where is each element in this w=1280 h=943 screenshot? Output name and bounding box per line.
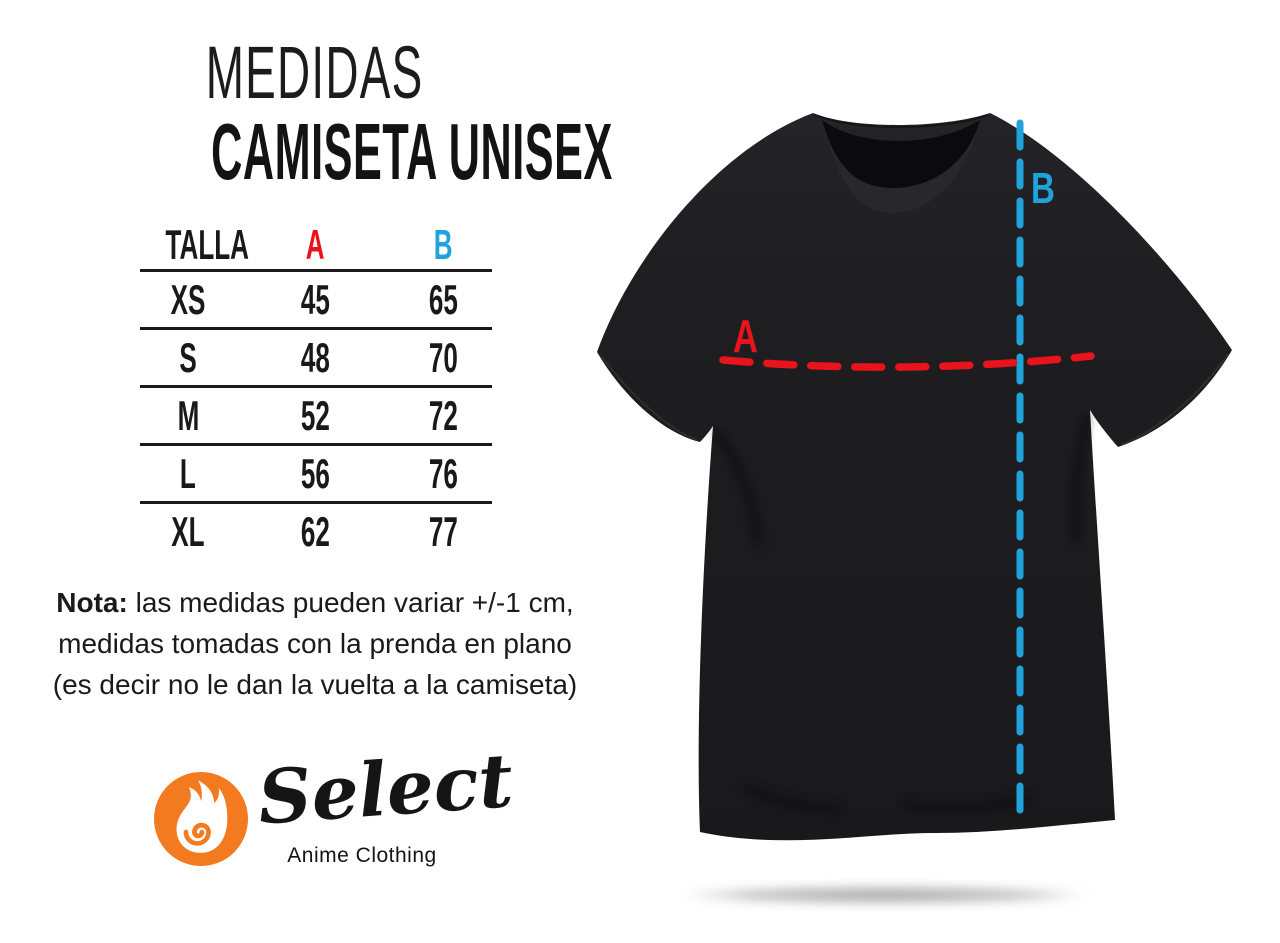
tshirt-body	[597, 113, 1232, 841]
flame-icon	[176, 780, 228, 853]
measure-a-value: 45	[300, 275, 330, 323]
size-label: M	[177, 391, 199, 439]
shirt-shadow	[680, 885, 1090, 905]
left-cuff-seam	[600, 355, 698, 441]
measure-a-value: 56	[300, 449, 330, 497]
note-line2: medidas tomadas con la prenda en plano	[58, 628, 572, 659]
size-label: S	[179, 333, 197, 381]
measure-b-value: 76	[428, 449, 458, 497]
brand-tagline: Anime Clothing	[287, 844, 437, 867]
title-line1: MEDIDAS	[206, 31, 424, 114]
back-collar-seam	[814, 114, 989, 128]
measure-a-value: 62	[300, 507, 330, 555]
note-line3: (es decir no le dan la vuelta a la camis…	[52, 669, 578, 700]
page-subtitle: CAMISETA UNISEX	[40, 106, 612, 198]
brand-logo	[154, 772, 248, 866]
measure-b-label: B	[1031, 165, 1055, 214]
table-row-xs: XS 45 65	[140, 269, 492, 327]
title-line2: CAMISETA UNISEX	[211, 107, 613, 196]
measure-b-value: 77	[428, 507, 458, 555]
neck-hole	[822, 120, 980, 188]
column-header-a: A	[305, 221, 325, 268]
table-row-m: M 52 72	[140, 385, 492, 443]
size-label: XS	[170, 275, 206, 323]
size-label: L	[180, 449, 196, 497]
page-title: MEDIDAS	[40, 30, 590, 115]
measure-b-value: 72	[428, 391, 458, 439]
column-header-b: B	[433, 221, 453, 268]
right-armpit-crease	[1072, 413, 1091, 543]
right-cuff-seam	[1120, 353, 1229, 446]
column-header-talla: TALLA	[165, 221, 249, 268]
measure-b-value: 65	[428, 275, 458, 323]
measure-a-value: 52	[300, 391, 330, 439]
note-label: Nota:	[56, 587, 128, 618]
measurement-note: Nota: las medidas pueden variar +/-1 cm,…	[25, 582, 605, 705]
size-label: XL	[171, 507, 205, 555]
size-table-header: TALLA A B	[140, 221, 492, 269]
measure-a-value: 48	[300, 333, 330, 381]
left-armpit-crease	[712, 428, 762, 546]
measure-a-line	[719, 352, 1095, 371]
hem-wrinkle-1	[743, 785, 841, 813]
measure-a-label: A	[733, 310, 758, 362]
table-row-xl: XL 62 77	[140, 501, 492, 559]
table-row-s: S 48 70	[140, 327, 492, 385]
brand-name: Select	[255, 737, 516, 842]
table-row-l: L 56 76	[140, 443, 492, 501]
note-line1: las medidas pueden variar +/-1 cm,	[135, 587, 574, 618]
size-table: TALLA A B XS 45 65 S 48 70 M 52 72 L 56 …	[140, 221, 492, 559]
measure-b-value: 70	[428, 333, 458, 381]
tshirt-diagram: A B	[575, 70, 1245, 915]
